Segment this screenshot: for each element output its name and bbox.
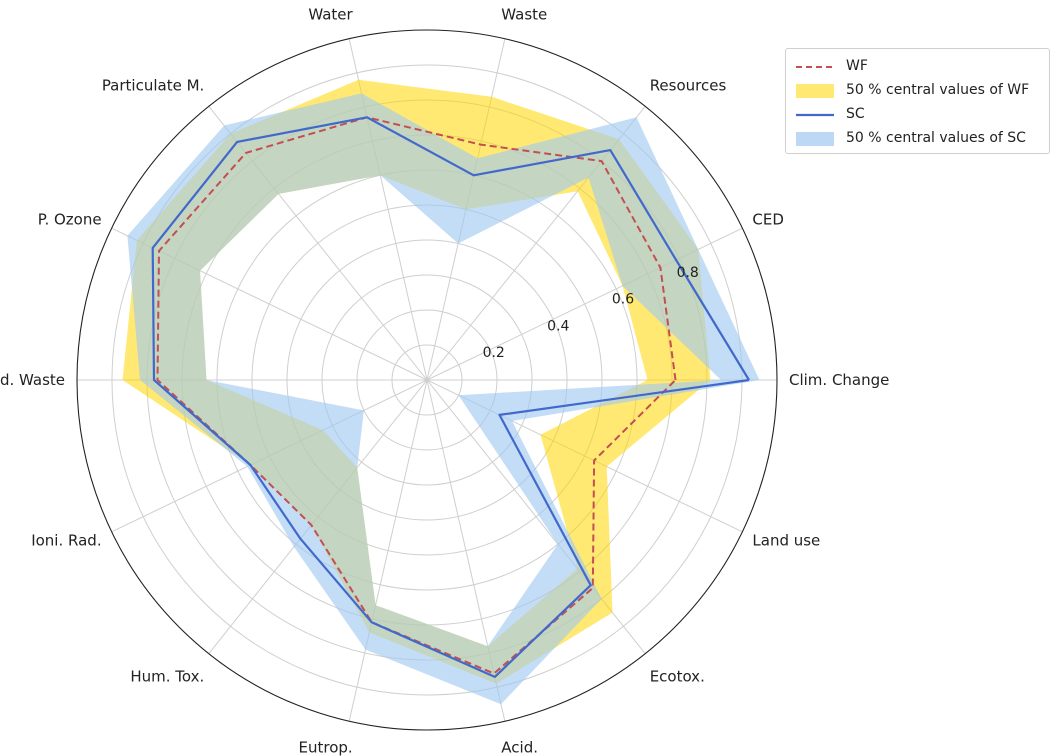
radial-tick-labels: 0.2 0.4 0.6 0.8 — [483, 265, 699, 361]
axis-label-waste: Waste — [501, 5, 547, 23]
radial-tick-label: 0.8 — [677, 265, 699, 281]
axis-label-particulate-m: Particulate M. — [102, 77, 204, 95]
legend-swatch-wf-band — [796, 83, 834, 98]
legend-swatch-sc — [796, 107, 834, 121]
legend-label-wf-band: 50 % central values of WF — [846, 82, 1030, 98]
axis-label-rad-waste: Rad. Waste — [0, 371, 65, 389]
radar-bands — [122, 79, 760, 705]
axis-label-water: Water — [308, 5, 353, 23]
axis-label-p-ozone: P. Ozone — [38, 211, 102, 229]
radial-tick-label: 0.6 — [612, 292, 634, 308]
series-line-sc — [151, 116, 750, 679]
legend-label-sc-band: 50 % central values of SC — [846, 130, 1026, 146]
radial-tick-label: 0.4 — [547, 318, 569, 334]
axis-label-clim-change: Clim. Change — [789, 371, 889, 389]
series-line-wf — [156, 116, 677, 675]
legend-item-wf-band: 50 % central values of WF — [796, 79, 1029, 101]
legend-swatch-sc-band — [796, 131, 834, 146]
axis-label-eutrop: Eutrop. — [299, 739, 353, 756]
band-sc — [127, 93, 760, 705]
axis-label-ioni-rad: Ioni. Rad. — [31, 532, 101, 550]
axis-label-ecotox: Ecotox. — [650, 667, 705, 685]
axis-label-acid: Acid. — [501, 739, 538, 756]
radial-tick-label: 0.2 — [483, 345, 505, 361]
axis-label-ced: CED — [752, 211, 784, 229]
outer-frame — [76, 29, 778, 731]
axis-labels: Clim. Change CED Resources Waste Water Partic… — [0, 5, 889, 756]
legend-item-sc-band: 50 % central values of SC — [796, 127, 1026, 149]
legend-label-sc: SC — [846, 106, 865, 122]
legend: WF 50 % central values of WF SC 50 % cen… — [785, 48, 1050, 154]
axis-label-resources: Resources — [650, 77, 727, 95]
legend-item-wf: WF — [796, 55, 868, 77]
legend-label-wf: WF — [846, 58, 868, 74]
axis-label-hum-tox: Hum. Tox. — [130, 667, 204, 685]
axis-label-land-use: Land use — [752, 532, 820, 550]
legend-swatch-wf — [796, 59, 834, 73]
radar-lines — [151, 116, 750, 679]
grid-spoke — [348, 379, 428, 722]
legend-item-sc: SC — [796, 103, 865, 125]
